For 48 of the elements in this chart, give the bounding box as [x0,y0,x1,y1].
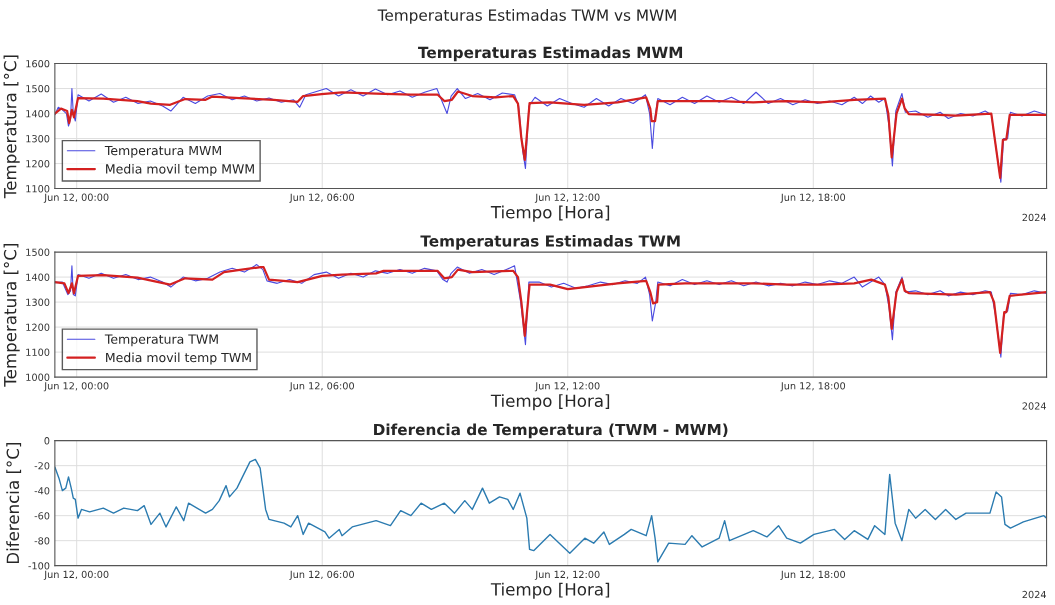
y-tick-label: 1100 [26,348,50,356]
x-tick-label: Jun 12, 18:00 [780,570,846,580]
chart-title: Temperaturas Estimadas TWM vs MWM [377,9,676,24]
x-tick-label: Jun 12, 18:00 [780,382,846,392]
chart-title: Diferencia de Temperatura (TWM - MWM) [374,423,728,439]
x-tick-label: Jun 12, 12:00 [534,382,600,392]
legend-label: Media movil temp TWM [106,352,251,365]
y-tick-label: 1300 [26,298,50,306]
x-tick-label: Jun 12, 00:00 [43,382,109,392]
y-axis-title: Diferencia [°C] [6,443,22,564]
y-tick-label: 1100 [26,185,50,193]
y-tick-label: 1600 [26,60,50,68]
legend-label: Media movil temp MWM [106,163,254,177]
line-series [54,458,1047,563]
x-tick-label: Jun 12, 00:00 [43,193,109,203]
y-tick-label: 1400 [26,110,50,118]
y-tick-label: 1400 [26,273,50,281]
y-axis-title: Temperatura [°C] [3,243,20,387]
x-tick-label: Jun 12, 00:00 [43,570,109,580]
legend-label: Temperatura TWM [104,334,218,347]
x-axis-title: Tiempo [Hora] [490,582,610,599]
chart-subtitle: Temperaturas Estimadas MWM [418,46,683,62]
x-tick-label: Jun 12, 06:00 [289,382,354,392]
y-tick-label: 1500 [26,248,50,256]
y-tick-label: 0 [44,437,50,445]
chart-title: Temperaturas Estimadas TWM [420,234,680,250]
text: 2024 [1022,402,1047,410]
text: 2024 [1022,213,1047,222]
y-tick-label: -20 [34,462,50,470]
y-tick-label: -100 [28,562,50,570]
x-tick-label: Jun 12, 12:00 [534,193,600,203]
text: 2024 [1022,590,1047,599]
legend-label: Temperatura MWM [104,146,221,158]
y-tick-label: 1200 [26,323,50,331]
x-tick-label: Jun 12, 06:00 [289,193,354,203]
y-axis-title: Temperatura [°C] [3,55,20,199]
y-tick-label: -60 [34,512,50,520]
y-tick-label: -40 [34,487,50,495]
x-tick-label: Jun 12, 18:00 [780,193,846,203]
y-tick-label: 1200 [26,160,50,168]
y-tick-label: 1300 [26,135,50,143]
y-tick-label: 1000 [26,373,50,381]
x-tick-label: Jun 12, 06:00 [289,570,354,580]
x-axis-title: Tiempo [Hora] [490,394,610,411]
x-tick-label: Jun 12, 12:00 [534,570,600,580]
y-tick-label: -80 [34,537,50,545]
y-tick-label: 1500 [26,85,50,93]
x-axis-title: Tiempo [Hora] [490,205,610,222]
